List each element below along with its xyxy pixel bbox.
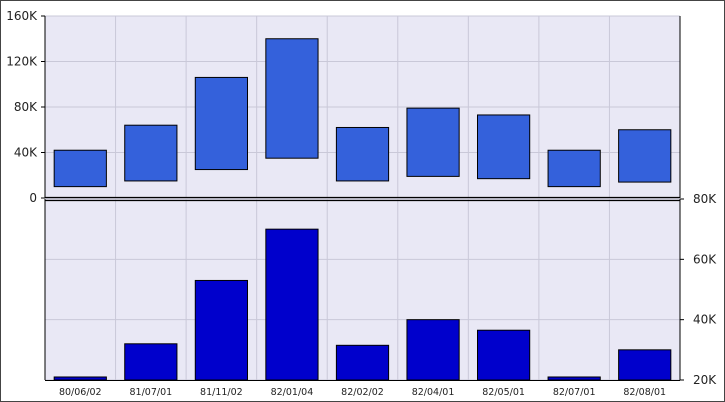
x-tick-label: 82/07/01: [553, 387, 596, 398]
bar-82-02-02: [335, 126, 390, 182]
y-tick-label: 60K: [693, 252, 717, 266]
y-tick-label: 80K: [693, 192, 717, 206]
bottom-bar-chart: 20K 40K 60K 80K 80/06/02 81/07/01 81/11/02 82/0…: [44, 192, 717, 398]
x-tick-label: 82/01/04: [271, 387, 314, 398]
bar-80-06-02: [53, 149, 107, 188]
bar-81-07-01: [124, 343, 178, 381]
bar-82-01-04: [265, 38, 319, 159]
y-tick-label: 120K: [6, 55, 38, 69]
bar-82-04-01: [406, 107, 460, 177]
bar-82-08-01: [618, 349, 672, 381]
y-tick-label: 80K: [14, 100, 38, 114]
top-range-bar-chart: 0 40K 80K 120K 160K: [6, 9, 681, 205]
y-tick-label: 0: [29, 191, 37, 205]
bar-80-06-02: [53, 376, 107, 381]
bar-81-07-01: [124, 124, 178, 182]
bar-82-07-01: [547, 149, 601, 188]
y-tick-label: 40K: [693, 313, 717, 327]
y-tick-label: 160K: [6, 9, 38, 23]
bar-82-07-01: [547, 376, 601, 381]
x-tick-label: 82/02/02: [341, 387, 384, 398]
x-tick-label: 81/07/01: [129, 387, 172, 398]
bar-82-08-01: [618, 129, 672, 183]
y-tick-label: 40K: [14, 146, 38, 160]
bar-81-11-02: [194, 279, 248, 381]
bar-82-05-01: [477, 114, 531, 180]
bar-82-02-02: [335, 344, 390, 381]
x-tick-label: 82/04/01: [412, 387, 455, 398]
x-tick-label: 82/05/01: [482, 387, 525, 398]
bar-82-01-04: [265, 228, 319, 381]
bar-82-04-01: [406, 319, 460, 381]
x-tick-label: 81/11/02: [200, 387, 243, 398]
x-tick-label: 80/06/02: [59, 387, 102, 398]
y-tick-label: 20K: [693, 373, 717, 387]
bar-82-05-01: [477, 329, 531, 381]
bar-81-11-02: [194, 76, 248, 171]
x-tick-label: 82/08/01: [623, 387, 666, 398]
